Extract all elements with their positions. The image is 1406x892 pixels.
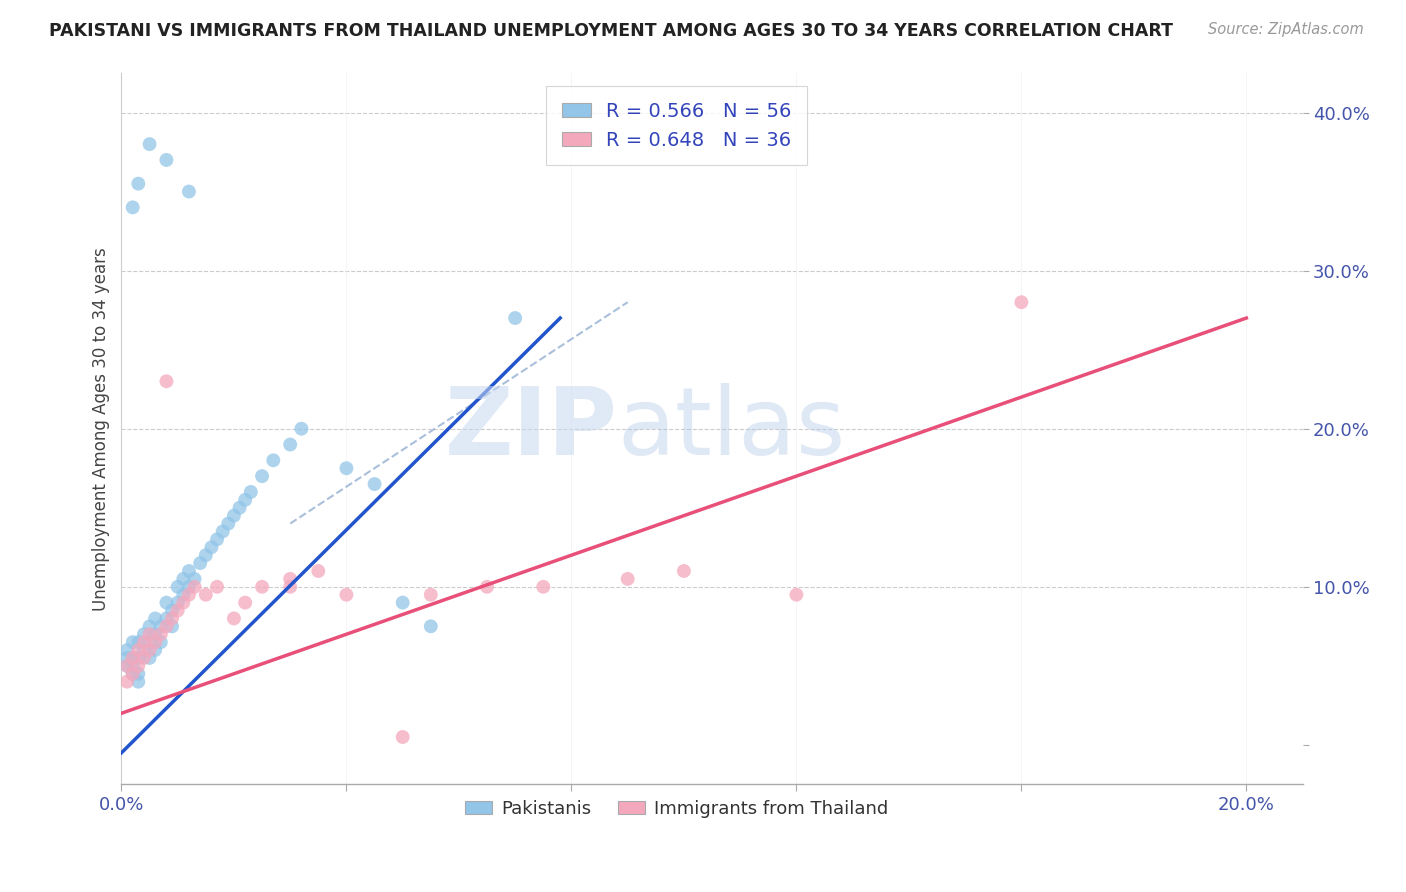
Point	[121, 651, 143, 665]
Point	[200, 541, 222, 555]
Point	[335, 588, 357, 602]
Point	[155, 596, 177, 610]
Point	[121, 666, 143, 681]
Point	[250, 580, 273, 594]
Point	[177, 185, 200, 199]
Point	[239, 485, 262, 500]
Point	[363, 477, 385, 491]
Text: Source: ZipAtlas.com: Source: ZipAtlas.com	[1208, 22, 1364, 37]
Point	[127, 651, 149, 665]
Point	[127, 177, 149, 191]
Point	[166, 596, 188, 610]
Point	[188, 556, 211, 570]
Point	[391, 730, 413, 744]
Point	[132, 627, 155, 641]
Point	[616, 572, 638, 586]
Point	[115, 658, 138, 673]
Point	[278, 572, 301, 586]
Point	[155, 374, 177, 388]
Point	[177, 588, 200, 602]
Point	[115, 674, 138, 689]
Point	[127, 635, 149, 649]
Point	[138, 137, 160, 152]
Point	[419, 619, 441, 633]
Point	[391, 596, 413, 610]
Point	[307, 564, 329, 578]
Point	[127, 643, 149, 657]
Legend: Pakistanis, Immigrants from Thailand: Pakistanis, Immigrants from Thailand	[457, 793, 896, 825]
Point	[160, 619, 183, 633]
Point	[160, 611, 183, 625]
Point	[121, 666, 143, 681]
Point	[177, 580, 200, 594]
Point	[149, 635, 172, 649]
Point	[138, 635, 160, 649]
Point	[172, 588, 194, 602]
Point	[250, 469, 273, 483]
Point	[127, 658, 149, 673]
Point	[115, 651, 138, 665]
Point	[335, 461, 357, 475]
Point	[121, 200, 143, 214]
Point	[115, 658, 138, 673]
Point	[233, 492, 256, 507]
Point	[121, 651, 143, 665]
Point	[121, 635, 143, 649]
Point	[222, 611, 245, 625]
Point	[138, 627, 160, 641]
Point	[149, 627, 172, 641]
Point	[531, 580, 554, 594]
Point	[183, 580, 205, 594]
Text: atlas: atlas	[617, 383, 846, 475]
Point	[205, 580, 228, 594]
Point	[115, 643, 138, 657]
Point	[205, 533, 228, 547]
Point	[262, 453, 284, 467]
Point	[228, 500, 250, 515]
Point	[1010, 295, 1032, 310]
Point	[211, 524, 233, 539]
Point	[160, 603, 183, 617]
Point	[166, 580, 188, 594]
Point	[143, 611, 166, 625]
Point	[143, 627, 166, 641]
Point	[290, 422, 312, 436]
Point	[672, 564, 695, 578]
Point	[475, 580, 498, 594]
Point	[172, 572, 194, 586]
Point	[503, 311, 526, 326]
Point	[785, 588, 807, 602]
Point	[121, 658, 143, 673]
Point	[155, 611, 177, 625]
Point	[155, 153, 177, 167]
Point	[183, 572, 205, 586]
Point	[278, 580, 301, 594]
Point	[132, 643, 155, 657]
Point	[132, 651, 155, 665]
Point	[166, 603, 188, 617]
Point	[419, 588, 441, 602]
Point	[217, 516, 239, 531]
Point	[138, 651, 160, 665]
Point	[132, 635, 155, 649]
Point	[138, 643, 160, 657]
Text: ZIP: ZIP	[444, 383, 617, 475]
Point	[143, 635, 166, 649]
Point	[194, 588, 217, 602]
Point	[233, 596, 256, 610]
Point	[172, 596, 194, 610]
Point	[143, 643, 166, 657]
Point	[155, 619, 177, 633]
Y-axis label: Unemployment Among Ages 30 to 34 years: Unemployment Among Ages 30 to 34 years	[93, 247, 110, 611]
Point	[138, 619, 160, 633]
Point	[278, 437, 301, 451]
Point	[149, 619, 172, 633]
Point	[177, 564, 200, 578]
Point	[127, 666, 149, 681]
Point	[194, 548, 217, 562]
Point	[127, 674, 149, 689]
Point	[222, 508, 245, 523]
Text: PAKISTANI VS IMMIGRANTS FROM THAILAND UNEMPLOYMENT AMONG AGES 30 TO 34 YEARS COR: PAKISTANI VS IMMIGRANTS FROM THAILAND UN…	[49, 22, 1173, 40]
